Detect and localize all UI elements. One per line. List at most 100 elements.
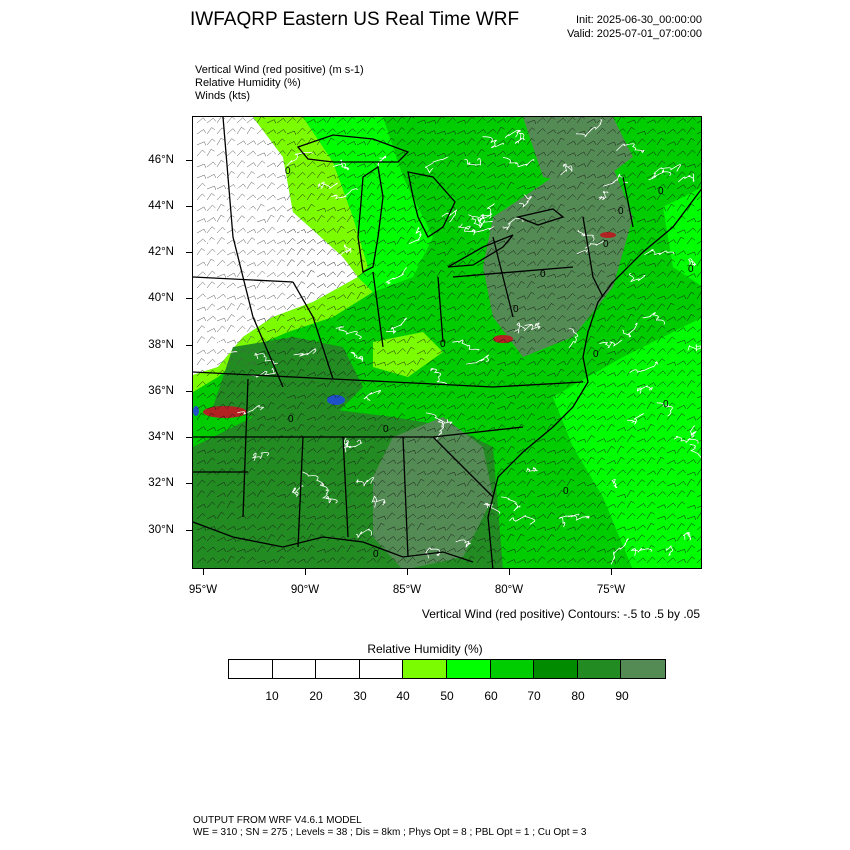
wind-barb (406, 181, 415, 190)
wind-barb (206, 328, 217, 333)
wind-barb (656, 117, 666, 124)
wind-barb (246, 249, 256, 256)
wind-barb (616, 324, 625, 333)
wind-barb (516, 559, 527, 564)
negative-vertical-wind-area (193, 406, 199, 416)
wind-barb (326, 514, 337, 520)
wind-barb (206, 514, 217, 520)
wind-barb (426, 218, 437, 223)
wind-barb (446, 547, 457, 553)
wind-barb (516, 185, 527, 190)
lake-huron-shore (407, 171, 456, 238)
wind-barb (656, 214, 665, 223)
wind-barb (676, 150, 686, 157)
wind-barb (636, 359, 646, 366)
wind-barb (206, 392, 216, 399)
init-time: Init: 2025-06-30_00:00:00 (576, 14, 702, 26)
contour-line (689, 444, 701, 459)
wind-barb (386, 314, 396, 322)
wind-barb (396, 260, 406, 267)
wind-barb (376, 248, 386, 256)
wind-barb (316, 293, 326, 300)
wind-barb (196, 358, 205, 366)
time-stamps: Init: 2025-06-30_00:00:00 Valid: 2025-07… (567, 13, 702, 41)
contour-line (575, 119, 603, 138)
wind-barb (556, 490, 565, 498)
wind-barb (266, 470, 276, 476)
colorbar-label: 70 (527, 689, 541, 703)
wind-barb (336, 413, 346, 421)
wind-barb (266, 315, 276, 322)
contour-label: 0 (285, 166, 291, 177)
contour-label: 0 (658, 186, 664, 197)
wind-barb (696, 469, 701, 476)
wind-barb (406, 303, 416, 311)
wind-barb (296, 357, 305, 366)
wind-barb (616, 140, 627, 146)
wind-barb (596, 317, 607, 322)
wind-barb (486, 128, 496, 135)
wind-barb (266, 447, 276, 454)
wind-barb (506, 151, 517, 157)
colorbar-label: 10 (265, 689, 279, 703)
wind-barb (416, 161, 426, 168)
wind-barb (276, 325, 286, 333)
wind-barb (316, 303, 326, 311)
wind-barb (386, 392, 396, 399)
wind-barb (396, 501, 406, 509)
wind-barb (446, 316, 457, 322)
wind-barb (326, 371, 337, 377)
wind-barb (346, 173, 357, 179)
wind-barb (276, 313, 285, 322)
wind-barb (636, 512, 646, 520)
wind-barb (496, 416, 507, 421)
lat-label-46: 46°N (148, 154, 174, 166)
wind-barb (546, 470, 557, 476)
wind-barb (526, 524, 536, 531)
wind-barb (386, 502, 396, 509)
wind-barb (396, 413, 406, 421)
wind-barb (426, 503, 437, 509)
wind-barb (326, 261, 337, 267)
wind-barb (616, 545, 626, 553)
wind-barb (626, 272, 637, 278)
wind-barb (286, 248, 295, 256)
wind-barb (506, 372, 517, 378)
wind-barb (556, 403, 566, 410)
wind-barb (516, 480, 526, 487)
wind-barb (396, 348, 406, 355)
wind-barb (526, 536, 537, 542)
wind-barb (536, 535, 546, 542)
wind-barb (666, 182, 675, 190)
wind-barb (376, 490, 386, 498)
wind-barb (216, 415, 227, 421)
contour-line (627, 413, 644, 425)
wind-barb (276, 138, 286, 146)
wind-barb (476, 513, 486, 520)
wind-barb (326, 491, 336, 498)
contour-line (656, 402, 673, 417)
wind-barb (696, 258, 701, 267)
wind-barb (206, 490, 216, 498)
wind-barb (196, 271, 206, 278)
wind-barb (356, 456, 365, 465)
wind-barb (246, 171, 255, 179)
wind-barb (456, 119, 467, 124)
contour-line (336, 244, 352, 258)
wind-barb (536, 526, 547, 531)
wind-barb (466, 347, 476, 355)
contour-line (291, 485, 304, 498)
wind-barb (326, 182, 336, 190)
wind-barb (396, 382, 407, 388)
contour-line (648, 169, 672, 181)
wind-barb (596, 325, 605, 333)
wind-barb (376, 414, 386, 421)
wind-barb (206, 226, 216, 234)
wind-barb (416, 447, 426, 454)
wind-barb (356, 503, 367, 509)
wind-barb (546, 460, 557, 465)
wind-barb (496, 481, 507, 487)
wind-barb (286, 215, 296, 223)
wind-barb (586, 346, 595, 355)
wind-barb (296, 493, 307, 498)
